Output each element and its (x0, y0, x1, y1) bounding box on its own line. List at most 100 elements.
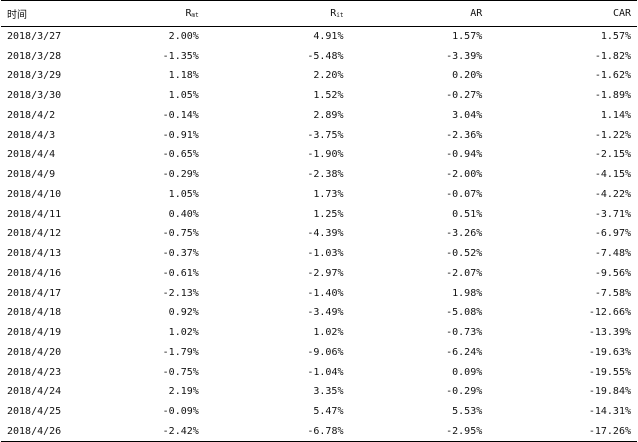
table-row: 2018/3/27 2.00% 4.91% 1.57% 1.57% (1, 27, 637, 47)
header-car: CAR (482, 0, 637, 27)
table-row: 2018/4/18 0.92% -3.49% -5.08% -12.66% (1, 303, 637, 323)
cell-car: -4.15% (594, 169, 631, 181)
cell-ar: -0.73% (446, 327, 483, 339)
cell-rit: -2.38% (307, 169, 344, 181)
cell-rmt: -1.79% (162, 346, 199, 358)
cell-date: 2018/3/29 (7, 70, 62, 82)
cell-ar: 0.20% (452, 70, 483, 82)
cell-car: -2.15% (594, 149, 631, 161)
cell-ar: -0.52% (446, 248, 483, 260)
header-rmt: Rmt (106, 0, 199, 27)
cell-rit: 1.02% (313, 327, 344, 339)
cell-ar: -5.08% (446, 307, 483, 319)
cell-date: 2018/3/30 (7, 90, 62, 102)
cell-date: 2018/4/2 (7, 109, 56, 121)
table-row: 2018/4/26 -2.42% -6.78% -2.95% -17.26% (1, 421, 637, 442)
cell-rit: -5.48% (307, 50, 344, 62)
cell-date: 2018/4/24 (7, 386, 62, 398)
cell-rmt: 1.05% (168, 90, 199, 102)
cell-rmt: -0.37% (162, 248, 199, 260)
header-ar: AR (343, 0, 483, 27)
cell-ar: -3.39% (446, 50, 483, 62)
cell-car: -6.97% (594, 228, 631, 240)
cell-date: 2018/3/28 (7, 50, 62, 62)
header-rmt-sub: mt (191, 12, 199, 19)
cell-ar: 0.51% (452, 208, 483, 220)
cell-date: 2018/4/18 (7, 307, 62, 319)
cell-date: 2018/4/13 (7, 248, 62, 260)
cell-rmt: -2.42% (106, 421, 199, 442)
cell-rmt: -0.65% (162, 149, 199, 161)
table-row: 2018/3/29 1.18% 2.20% 0.20% -1.62% (1, 66, 637, 86)
cell-rit: -2.97% (307, 267, 344, 279)
cell-date: 2018/4/3 (7, 129, 56, 141)
cell-rit: 5.47% (313, 406, 344, 418)
table-row: 2018/4/9 -0.29% -2.38% -2.00% -4.15% (1, 165, 637, 185)
cell-rmt: 2.19% (168, 386, 199, 398)
cell-car: -3.71% (594, 208, 631, 220)
cell-rmt: 0.40% (168, 208, 199, 220)
header-date: 时间 (1, 0, 107, 27)
cell-car: -19.63% (588, 346, 631, 358)
table-row: 2018/4/12 -0.75% -4.39% -3.26% -6.97% (1, 224, 637, 244)
cell-car: -19.84% (588, 386, 631, 398)
table-row: 2018/4/11 0.40% 1.25% 0.51% -3.71% (1, 204, 637, 224)
cell-date: 2018/4/11 (7, 208, 62, 220)
table-row: 2018/4/2 -0.14% 2.89% 3.04% 1.14% (1, 106, 637, 126)
cell-car: -17.26% (482, 421, 637, 442)
table-body: 2018/3/27 2.00% 4.91% 1.57% 1.57% 2018/3/28 -1… (1, 27, 637, 442)
cell-rit: 2.20% (313, 70, 344, 82)
cell-date: 2018/3/27 (7, 31, 62, 43)
cell-car: -1.89% (594, 90, 631, 102)
cell-ar: -2.07% (446, 267, 483, 279)
cell-car: -13.39% (588, 327, 631, 339)
table-row: 2018/4/13 -0.37% -1.03% -0.52% -7.48% (1, 244, 637, 264)
cell-ar: -6.24% (446, 346, 483, 358)
cell-rit: -1.90% (307, 149, 344, 161)
table-row: 2018/4/23 -0.75% -1.04% 0.09% -19.55% (1, 362, 637, 382)
cell-rmt: -0.75% (162, 228, 199, 240)
cell-car: -1.82% (594, 50, 631, 62)
table-row: 2018/4/19 1.02% 1.02% -0.73% -13.39% (1, 323, 637, 343)
header-row: 时间 Rmt Rit AR CAR (1, 0, 637, 27)
cell-car: 1.14% (600, 109, 631, 121)
cell-ar: 1.57% (452, 31, 483, 43)
table-row: 2018/3/30 1.05% 1.52% -0.27% -1.89% (1, 86, 637, 106)
cell-rmt: -0.75% (162, 366, 199, 378)
cell-rit: 3.35% (313, 386, 344, 398)
cell-rmt: 0.92% (168, 307, 199, 319)
table-row: 2018/4/17 -2.13% -1.40% 1.98% -7.58% (1, 283, 637, 303)
header-rit-sub: it (336, 12, 344, 19)
cell-date: 2018/4/26 (1, 421, 107, 442)
cell-rmt: 1.05% (168, 188, 199, 200)
cell-rit: -3.49% (307, 307, 344, 319)
cell-ar: -2.36% (446, 129, 483, 141)
cell-ar: 5.53% (452, 406, 483, 418)
cell-car: -1.62% (594, 70, 631, 82)
cell-rit: 1.73% (313, 188, 344, 200)
cell-date: 2018/4/10 (7, 188, 62, 200)
table-row: 2018/4/25 -0.09% 5.47% 5.53% -14.31% (1, 402, 637, 422)
cell-rmt: -0.14% (162, 109, 199, 121)
cell-rmt: -0.29% (162, 169, 199, 181)
cell-date: 2018/4/20 (7, 346, 62, 358)
cell-ar: -0.27% (446, 90, 483, 102)
table-row: 2018/4/10 1.05% 1.73% -0.07% -4.22% (1, 185, 637, 205)
cell-rmt: 1.02% (168, 327, 199, 339)
cell-ar: 1.98% (452, 287, 483, 299)
cell-car: -19.55% (588, 366, 631, 378)
cell-ar: -0.29% (446, 386, 483, 398)
cell-car: -9.56% (594, 267, 631, 279)
cell-ar: -0.07% (446, 188, 483, 200)
table-row: 2018/4/24 2.19% 3.35% -0.29% -19.84% (1, 382, 637, 402)
cell-rit: 1.52% (313, 90, 344, 102)
cell-ar: -0.94% (446, 149, 483, 161)
cell-rmt: -1.35% (162, 50, 199, 62)
cell-ar: 0.09% (452, 366, 483, 378)
header-rit-main: R (330, 8, 337, 19)
cell-rit: 4.91% (313, 31, 344, 43)
cell-ar: -3.26% (446, 228, 483, 240)
cell-car: -4.22% (594, 188, 631, 200)
